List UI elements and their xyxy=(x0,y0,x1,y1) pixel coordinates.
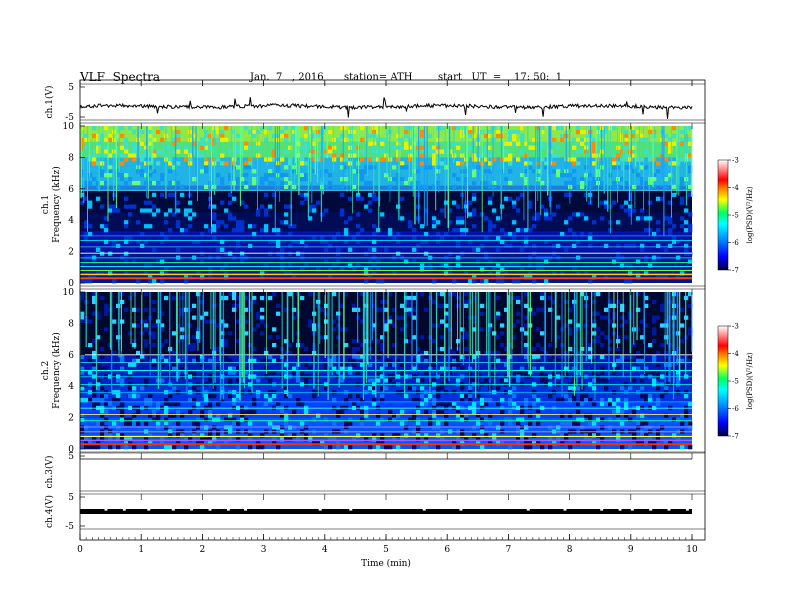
y-axis-label-0: ch.1(V) xyxy=(44,86,55,119)
y-tick-label-3-5: 5 xyxy=(68,452,74,462)
colorbar-2 xyxy=(717,325,729,437)
y-tick-label-4--5: -5 xyxy=(65,522,74,532)
y-tick-label-2-8: 8 xyxy=(68,319,74,329)
date-label: Jan. 7 , 2016 xyxy=(250,72,324,83)
x-tick-label-9: 9 xyxy=(628,545,634,555)
x-tick-label-3: 3 xyxy=(261,545,267,555)
x-tick-label-0: 0 xyxy=(77,545,83,555)
x-tick-label-10: 10 xyxy=(686,545,698,555)
y-tick-label-0-5: 5 xyxy=(68,83,74,93)
y-axis-label-2: Frequency (kHz) xyxy=(51,332,62,409)
ch4-waveform xyxy=(80,509,692,514)
colorbar-tick-1--6: -6 xyxy=(732,239,739,247)
y-axis-label-3: ch.3(V) xyxy=(44,456,55,489)
colorbar-tick-1--3: -3 xyxy=(732,157,739,165)
y-tick-label-1-0: 0 xyxy=(68,279,74,289)
x-tick-label-1: 1 xyxy=(138,545,144,555)
x-tick-label-4: 4 xyxy=(322,545,328,555)
y-tick-label-1-2: 2 xyxy=(68,248,74,258)
x-tick-label-5: 5 xyxy=(383,545,389,555)
colorbar-1 xyxy=(717,159,729,271)
colorbar-tick-2--3: -3 xyxy=(732,323,739,331)
colorbar-tick-2--5: -5 xyxy=(732,378,739,386)
y-axis-label-4: ch.4(V) xyxy=(44,495,55,528)
y-tick-label-2-6: 6 xyxy=(68,351,74,361)
spectrogram-ch1 xyxy=(80,126,693,284)
colorbar-tick-2--4: -4 xyxy=(732,350,739,358)
colorbar-tick-2--6: -6 xyxy=(732,405,739,413)
y-tick-label-1-10: 10 xyxy=(63,122,75,132)
y-tick-label-0--5: -5 xyxy=(65,113,74,123)
y-tick-label-1-8: 8 xyxy=(68,153,74,163)
x-tick-label-2: 2 xyxy=(200,545,206,555)
ch1-waveform-trace xyxy=(79,97,693,119)
colorbar-tick-1--5: -5 xyxy=(732,212,739,220)
colorbar-label-2: log(PSD)(V²/Hz) xyxy=(746,352,754,409)
y-axis-channel-label-2: ch.2 xyxy=(41,361,51,380)
y-tick-label-2-2: 2 xyxy=(68,414,74,424)
station-label: station= ATH xyxy=(344,72,413,83)
colorbar-tick-1--7: -7 xyxy=(732,267,739,275)
colorbar-label-1: log(PSD)(V²/Hz) xyxy=(746,186,754,243)
x-tick-label-8: 8 xyxy=(567,545,573,555)
colorbar-tick-1--4: -4 xyxy=(732,184,739,192)
ch1-waveform xyxy=(79,97,693,119)
start-time-label: start UT = 17: 50: 1 xyxy=(438,72,563,83)
y-tick-label-4-5: 5 xyxy=(68,493,74,503)
figure-title: VLF Spectra xyxy=(80,70,161,84)
x-tick-label-7: 7 xyxy=(506,545,512,555)
y-axis-label-1: Frequency (kHz) xyxy=(51,166,62,243)
y-tick-label-2-0: 0 xyxy=(68,445,74,455)
colorbar-tick-2--7: -7 xyxy=(732,433,739,441)
spectrogram-ch2 xyxy=(79,292,693,450)
x-tick-label-6: 6 xyxy=(444,545,450,555)
x-axis-label: Time (min) xyxy=(361,558,411,569)
y-tick-label-1-4: 4 xyxy=(68,216,74,226)
y-axis-channel-label-1: ch.1 xyxy=(41,195,51,214)
ch4-trace xyxy=(80,509,692,514)
figure-frame xyxy=(79,79,706,541)
y-tick-label-2-4: 4 xyxy=(68,382,74,392)
y-tick-label-1-6: 6 xyxy=(68,185,74,195)
y-tick-label-2-10: 10 xyxy=(63,288,75,298)
